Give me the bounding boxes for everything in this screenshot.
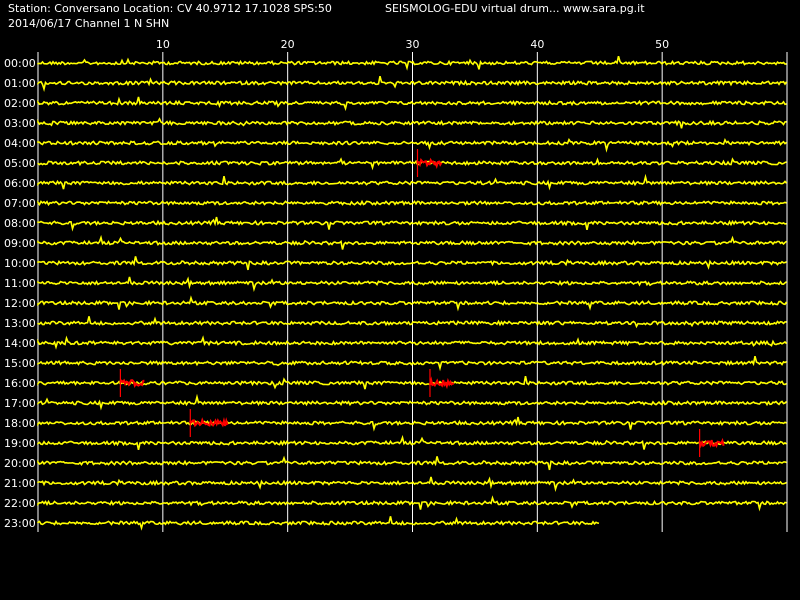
credit-text: SEISMOLOG-EDU virtual drum... www.sara.p… [385, 2, 645, 15]
trace-row [37, 157, 787, 171]
hour-label: 20:00 [4, 457, 36, 470]
hour-label: 09:00 [4, 237, 36, 250]
hour-label: 21:00 [4, 477, 36, 490]
hour-label: 19:00 [4, 437, 36, 450]
trace-row [37, 216, 787, 232]
trace-row [37, 476, 787, 493]
trace-row [37, 393, 788, 411]
hour-label: 17:00 [4, 397, 36, 410]
event-trace [698, 437, 725, 449]
trace-row [37, 495, 787, 512]
hour-label: 04:00 [4, 137, 36, 150]
x-tick-label: 20 [281, 38, 295, 51]
trace-row [37, 416, 787, 432]
trace-row [37, 75, 788, 93]
trace-row [37, 117, 787, 129]
trace-row [37, 96, 787, 112]
hour-label: 00:00 [4, 57, 36, 70]
event-layer [119, 149, 725, 457]
x-tick-label: 30 [406, 38, 420, 51]
hour-label: 13:00 [4, 317, 36, 330]
hour-label: 05:00 [4, 157, 36, 170]
trace-row [37, 295, 788, 312]
hour-label: 01:00 [4, 77, 36, 90]
hour-label: 18:00 [4, 417, 36, 430]
hour-label: 23:00 [4, 517, 36, 530]
hour-label: 15:00 [4, 357, 36, 370]
x-tick-label: 40 [530, 38, 544, 51]
grid-layer [37, 52, 788, 532]
x-tick-label: 50 [655, 38, 669, 51]
event-trace [189, 417, 229, 428]
trace-row [37, 276, 787, 293]
trace-row [37, 455, 787, 471]
hour-label: 06:00 [4, 177, 36, 190]
trace-layer [37, 55, 788, 531]
hour-label: 22:00 [4, 497, 36, 510]
hour-label: 08:00 [4, 217, 36, 230]
hour-label: 12:00 [4, 297, 36, 310]
hour-label: 14:00 [4, 337, 36, 350]
trace-row [37, 256, 787, 271]
hour-label: 02:00 [4, 97, 36, 110]
trace-row [37, 173, 788, 191]
date-channel-info: 2014/06/17 Channel 1 N SHN [8, 17, 170, 30]
x-tick-label: 10 [156, 38, 170, 51]
trace-row [37, 234, 787, 250]
hour-label: 11:00 [4, 277, 36, 290]
hour-label: 16:00 [4, 377, 36, 390]
trace-row [37, 376, 787, 390]
trace-row [37, 516, 600, 531]
trace-row [37, 137, 787, 153]
station-info: Station: Conversano Location: CV 40.9712… [8, 2, 332, 15]
hour-label: 03:00 [4, 117, 36, 130]
event-trace [429, 376, 455, 390]
trace-row [37, 335, 788, 350]
label-layer: 10 20 30 40 50 00:00 01:00 02:00 03:00 04:00 05:00… [4, 38, 669, 530]
trace-row [37, 434, 787, 450]
hour-label: 10:00 [4, 257, 36, 270]
trace-row [37, 199, 787, 207]
trace-row [37, 55, 787, 71]
trace-row [37, 356, 787, 372]
trace-row [37, 316, 787, 329]
event-trace [119, 378, 145, 389]
hour-label: 07:00 [4, 197, 36, 210]
event-trace [416, 157, 443, 169]
